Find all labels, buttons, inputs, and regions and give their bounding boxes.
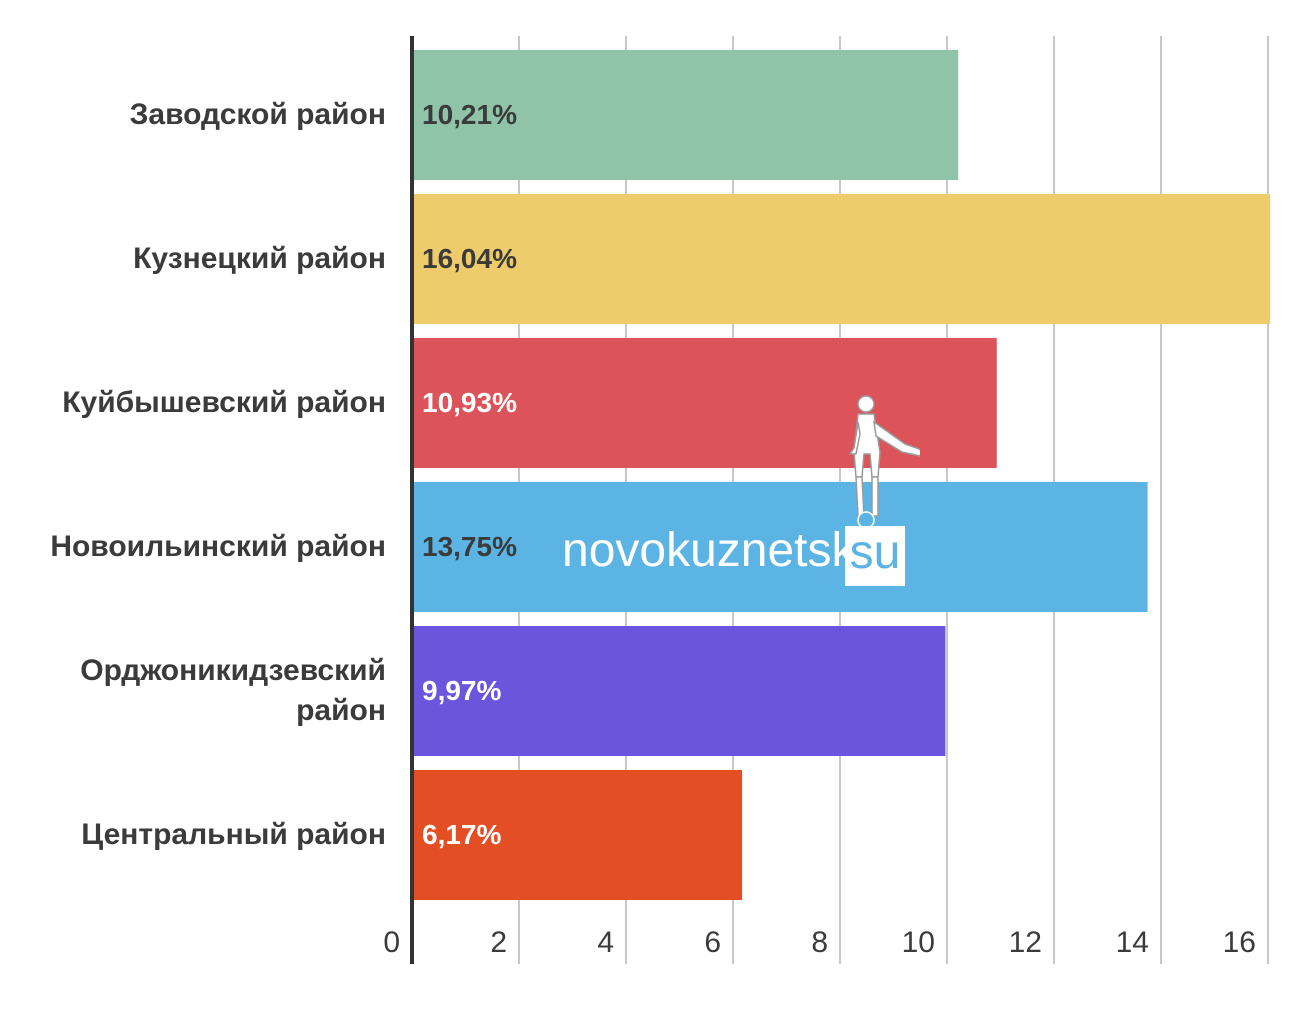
bar [412, 194, 1271, 324]
watermark-logo: novokuznetsk su [560, 392, 920, 592]
watermark-suffix: su [845, 526, 905, 586]
category-label: Центральный район [81, 818, 386, 851]
value-label: 13,75% [422, 531, 517, 562]
bar [412, 50, 959, 180]
x-tick-label: 0 [383, 926, 400, 959]
bar [412, 626, 946, 756]
value-label: 16,04% [422, 243, 517, 274]
category-label: Новоильинский район [50, 530, 386, 563]
value-label: 9,97% [422, 675, 502, 706]
x-tick-label: 6 [704, 926, 721, 959]
x-tick-label: 14 [1115, 926, 1149, 959]
bar [412, 770, 743, 900]
bar [412, 482, 1148, 612]
x-tick-label: 16 [1222, 926, 1256, 959]
category-label: Куйбышевский район [62, 386, 386, 419]
x-tick-label: 12 [1008, 926, 1042, 959]
category-label: Заводской район [129, 98, 386, 131]
x-tick-label: 8 [811, 926, 828, 959]
value-label: 10,93% [422, 387, 517, 418]
x-tick-label: 4 [597, 926, 614, 959]
watermark-text: novokuznetsk [562, 524, 856, 577]
category-label: Орджоникидзевский район [80, 654, 386, 727]
value-label: 10,21% [422, 99, 517, 130]
value-label: 6,17% [422, 819, 502, 850]
bars [412, 50, 1271, 900]
x-tick-label: 2 [490, 926, 507, 959]
statue-icon [848, 395, 920, 529]
category-label: Кузнецкий район [133, 242, 386, 275]
x-tick-label: 10 [901, 926, 935, 959]
